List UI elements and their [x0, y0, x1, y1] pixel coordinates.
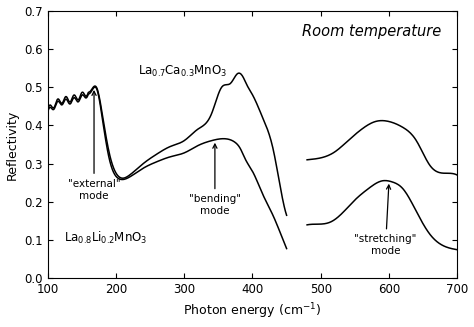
Text: La$_{0.8}$Li$_{0.2}$MnO$_3$: La$_{0.8}$Li$_{0.2}$MnO$_3$	[64, 230, 147, 246]
Text: "external"
mode: "external" mode	[68, 91, 120, 200]
Text: La$_{0.7}$Ca$_{0.3}$MnO$_3$: La$_{0.7}$Ca$_{0.3}$MnO$_3$	[138, 64, 227, 79]
Text: Room temperature: Room temperature	[301, 24, 441, 39]
Text: "stretching"
mode: "stretching" mode	[355, 185, 417, 256]
Text: "bending"
mode: "bending" mode	[189, 144, 241, 216]
X-axis label: Photon energy (cm$^{-1}$): Photon energy (cm$^{-1}$)	[183, 302, 322, 321]
Y-axis label: Reflectivity: Reflectivity	[6, 109, 18, 180]
